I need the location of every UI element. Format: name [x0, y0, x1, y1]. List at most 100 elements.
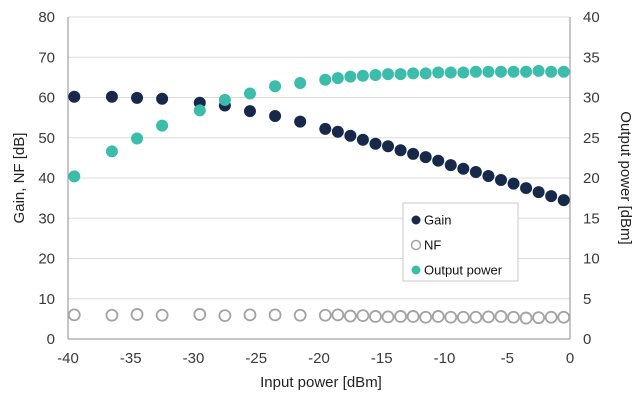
output-power-point	[156, 119, 169, 132]
gain-point	[156, 92, 169, 105]
gain-point	[457, 162, 470, 175]
nf-point	[519, 311, 533, 325]
nf-point	[67, 308, 81, 322]
gain-point	[356, 133, 369, 146]
nf-point	[544, 310, 558, 324]
y-tick-label-left: 70	[38, 49, 55, 66]
output-power-point	[545, 65, 558, 78]
output-power-point	[444, 66, 457, 79]
x-axis-title: Input power [dBm]	[260, 374, 382, 391]
nf-point	[356, 309, 370, 323]
y-tick-label-left: 40	[38, 170, 55, 187]
output-power-point	[507, 65, 520, 78]
output-power-point	[243, 87, 256, 100]
output-power-point	[68, 170, 81, 183]
output-power-point	[394, 68, 407, 81]
output-power-point	[432, 66, 445, 79]
y-axis-title-right: Output power [dBm]	[617, 111, 634, 244]
gain-point	[294, 115, 307, 128]
x-tick-label: -10	[434, 350, 456, 367]
gain-point	[432, 154, 445, 167]
legend-marker-nf	[410, 239, 422, 251]
nf-point	[557, 310, 571, 324]
output-power-point	[557, 65, 570, 78]
x-tick-label: -20	[308, 350, 330, 367]
y-tick-label-right: 15	[583, 210, 600, 227]
gain-point	[532, 186, 545, 199]
output-power-point	[105, 145, 118, 158]
gain-point	[545, 190, 558, 203]
y-tick-label-right: 40	[583, 9, 600, 26]
output-power-point	[269, 80, 282, 93]
legend-label-output-power: Output power	[424, 263, 503, 278]
output-power-point	[369, 68, 382, 81]
x-tick-label: 0	[566, 350, 574, 367]
nf-point	[419, 310, 433, 324]
output-power-point	[382, 68, 395, 81]
gain-point	[319, 122, 332, 135]
x-tick-label: -35	[120, 350, 142, 367]
gain-point	[444, 159, 457, 172]
nf-point	[456, 310, 470, 324]
gain-point	[482, 169, 495, 182]
x-tick-label: -25	[245, 350, 267, 367]
legend-marker-output-power	[411, 265, 421, 275]
nf-point	[507, 310, 520, 324]
nf-point	[394, 310, 407, 323]
gain-point	[68, 90, 81, 103]
output-power-point	[469, 65, 482, 78]
legend-box	[402, 202, 519, 282]
y-tick-label-right: 25	[583, 130, 600, 147]
y-tick-label-left: 20	[38, 251, 55, 268]
output-power-point	[407, 67, 420, 80]
gridlines	[68, 16, 570, 300]
nf-point	[130, 308, 144, 321]
x-tick-label: -40	[57, 350, 79, 367]
nf-point	[482, 310, 495, 324]
x-tick-label: -15	[371, 350, 393, 367]
legend-label-gain: Gain	[424, 213, 451, 228]
output-power-point	[218, 93, 231, 106]
nf-point	[343, 309, 357, 323]
nf-point	[105, 308, 119, 322]
nf-point	[444, 310, 458, 324]
gain-point	[407, 147, 420, 160]
nf-point	[369, 310, 382, 323]
gain-point	[105, 90, 118, 103]
y-tick-label-right: 0	[583, 331, 591, 348]
output-power-point	[457, 66, 470, 79]
y-tick-label-left: 60	[38, 90, 55, 107]
nf-point	[243, 308, 257, 322]
gain-point	[269, 110, 282, 123]
gain-point	[394, 144, 407, 157]
gain-point	[369, 137, 382, 150]
y-tick-label-right: 5	[583, 291, 591, 308]
nf-point	[494, 310, 508, 323]
gain-point	[382, 140, 395, 153]
axes	[67, 17, 571, 340]
output-power-point	[344, 70, 357, 83]
output-power-point	[482, 65, 495, 78]
output-power-point	[532, 64, 545, 77]
output-power-point	[419, 67, 432, 80]
y-tick-label-right: 35	[583, 49, 600, 66]
output-power-point	[494, 65, 507, 78]
nf-point	[431, 310, 445, 323]
y-tick-label-right: 20	[583, 170, 600, 187]
nf-point	[155, 308, 169, 322]
y-tick-label-left: 50	[38, 130, 55, 147]
gain-point	[557, 194, 570, 207]
nf-point	[381, 310, 395, 324]
data-points	[67, 64, 571, 325]
gain-point	[331, 125, 344, 138]
nf-point	[331, 308, 345, 322]
y-axis-title-left: Gain, NF [dB]	[11, 133, 28, 224]
output-power-point	[193, 104, 206, 117]
gain-point	[520, 182, 533, 195]
gain-point	[507, 177, 520, 190]
nf-point	[293, 308, 307, 322]
output-power-point	[331, 72, 344, 85]
x-tick-label: -30	[183, 350, 205, 367]
nf-point	[532, 311, 546, 325]
